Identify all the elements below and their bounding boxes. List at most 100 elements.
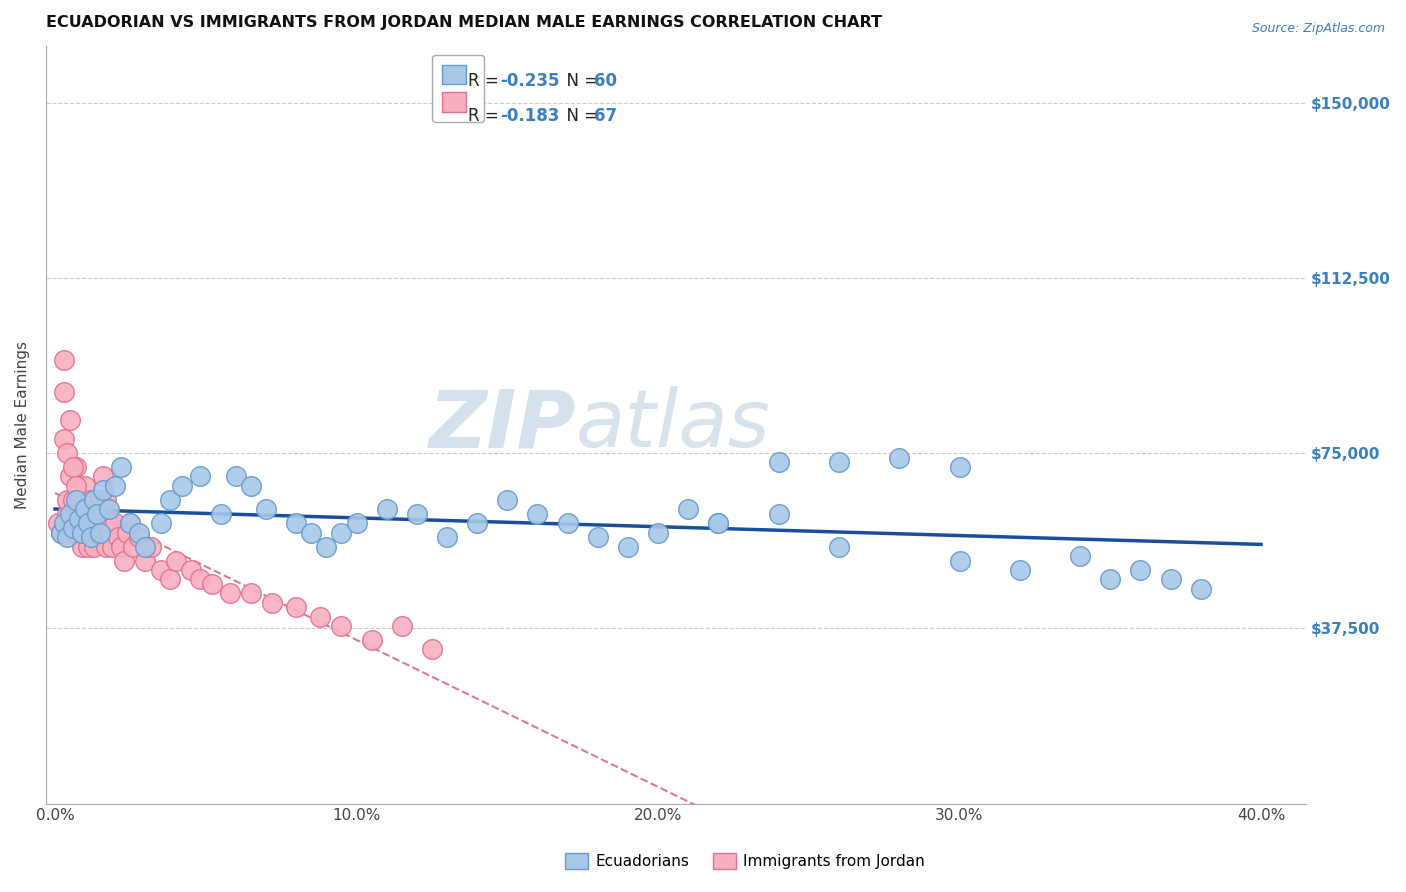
Point (65, 479, 87, 493)
Point (77, 507, 100, 521)
Point (49, 525, 72, 540)
Point (122, 540, 145, 554)
Point (46, 516, 69, 531)
Point (86, 525, 108, 540)
Point (240, 479, 263, 493)
Point (53, 516, 76, 531)
Point (828, 455, 851, 469)
Point (165, 553, 187, 567)
Point (707, 516, 730, 531)
Point (89, 492, 111, 507)
Point (62, 521, 84, 535)
Point (128, 525, 150, 540)
Text: 67: 67 (595, 107, 617, 125)
Point (56, 492, 79, 507)
Point (201, 577, 224, 591)
Point (65, 492, 87, 507)
Point (285, 516, 308, 531)
Point (70, 525, 93, 540)
Point (149, 563, 172, 577)
Point (170, 479, 193, 493)
Point (375, 502, 398, 516)
Point (315, 540, 337, 554)
Point (120, 516, 142, 531)
Point (134, 540, 156, 554)
Point (104, 479, 127, 493)
Point (91, 483, 114, 498)
Point (75, 479, 97, 493)
Point (1129, 563, 1152, 577)
Point (83, 516, 105, 531)
Point (49, 525, 72, 540)
Point (110, 460, 132, 475)
Y-axis label: Median Male Earnings: Median Male Earnings (15, 341, 30, 509)
Point (420, 642, 443, 657)
Point (209, 507, 232, 521)
Point (53, 432, 76, 446)
Point (65, 525, 87, 540)
Point (391, 619, 413, 633)
Point (77, 516, 100, 531)
Point (117, 525, 139, 540)
Point (104, 516, 127, 531)
Point (768, 507, 790, 521)
Point (96, 492, 118, 507)
Point (89, 525, 111, 540)
Point (59, 413, 82, 427)
Point (1099, 572, 1122, 586)
Point (91, 469, 114, 483)
Point (70, 502, 93, 516)
Point (557, 516, 579, 531)
Point (948, 460, 970, 475)
Point (77, 540, 100, 554)
Point (112, 553, 135, 567)
Point (828, 540, 851, 554)
Point (56, 507, 79, 521)
Text: -0.235: -0.235 (499, 71, 560, 89)
Point (56, 530, 79, 544)
Point (768, 455, 790, 469)
Point (62, 492, 84, 507)
Point (67, 511, 90, 525)
Point (96, 540, 118, 554)
Text: R =: R = (468, 107, 505, 125)
Point (309, 609, 332, 624)
Point (80, 525, 103, 540)
Text: -0.183: -0.183 (499, 107, 560, 125)
Point (1069, 549, 1091, 563)
Point (141, 540, 163, 554)
Point (53, 385, 76, 400)
Point (70, 525, 93, 540)
Point (149, 516, 172, 531)
Point (948, 553, 970, 567)
Point (101, 540, 124, 554)
Point (128, 530, 150, 544)
Point (676, 502, 699, 516)
Point (586, 530, 609, 544)
Point (98, 516, 121, 531)
Point (285, 600, 308, 615)
Point (707, 516, 730, 531)
Text: ZIP: ZIP (427, 386, 575, 464)
Point (159, 492, 181, 507)
Point (299, 525, 322, 540)
Point (1008, 563, 1031, 577)
Point (67, 516, 90, 531)
Point (120, 516, 142, 531)
Point (59, 525, 82, 540)
Point (62, 516, 84, 531)
Point (83, 540, 105, 554)
Text: N =: N = (557, 107, 603, 125)
Point (1160, 572, 1182, 586)
Point (346, 516, 368, 531)
Point (98, 502, 121, 516)
Text: 60: 60 (595, 71, 617, 89)
Point (59, 469, 82, 483)
Point (59, 507, 82, 521)
Point (330, 525, 353, 540)
Point (496, 492, 519, 507)
Point (159, 572, 181, 586)
Point (65, 460, 87, 475)
Text: R =: R = (468, 71, 505, 89)
Point (107, 530, 129, 544)
